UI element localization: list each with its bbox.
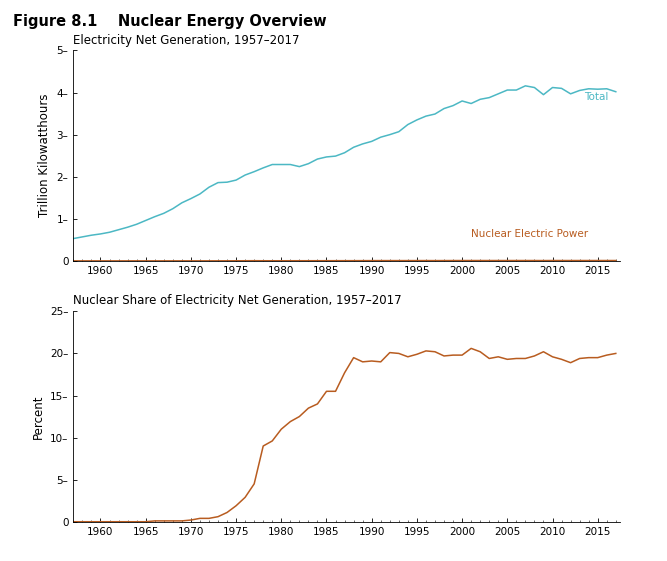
Y-axis label: Percent: Percent	[31, 394, 45, 439]
Text: Total: Total	[584, 92, 608, 102]
Y-axis label: Trillion Kilowatthours: Trillion Kilowatthours	[38, 94, 51, 218]
Text: Electricity Net Generation, 1957–2017: Electricity Net Generation, 1957–2017	[73, 34, 300, 47]
Text: Nuclear Share of Electricity Net Generation, 1957–2017: Nuclear Share of Electricity Net Generat…	[73, 295, 402, 307]
Text: Nuclear Electric Power: Nuclear Electric Power	[471, 229, 588, 239]
Text: Figure 8.1    Nuclear Energy Overview: Figure 8.1 Nuclear Energy Overview	[13, 14, 327, 29]
